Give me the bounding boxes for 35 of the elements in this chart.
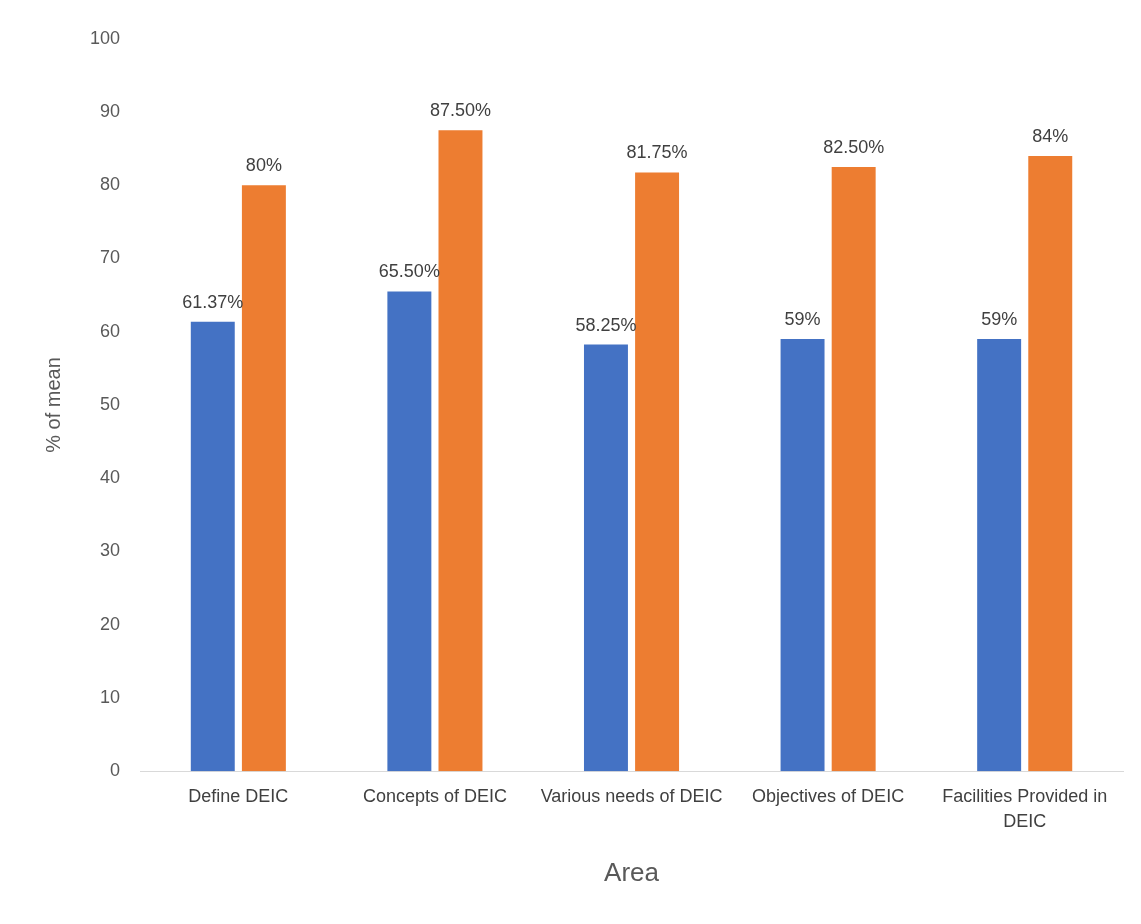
- y-tick-label: 10: [100, 686, 121, 707]
- bar: [387, 291, 432, 772]
- x-tick-label: Define DEIC: [188, 786, 289, 807]
- bar: [977, 339, 1022, 772]
- x-tick-label: Various needs of DEIC: [540, 786, 723, 807]
- data-label: 59%: [981, 309, 1018, 330]
- bar: [190, 321, 235, 772]
- y-tick-label: 20: [100, 613, 121, 634]
- data-label: 81.75%: [626, 142, 688, 163]
- data-label: 59%: [784, 309, 821, 330]
- bar: [241, 185, 286, 772]
- y-tick-label: 60: [100, 320, 121, 341]
- bar: [635, 172, 680, 772]
- bar: [1028, 155, 1073, 772]
- data-label: 82.50%: [823, 136, 885, 157]
- y-tick-label: 90: [100, 101, 121, 122]
- y-tick-label: 0: [110, 760, 121, 781]
- x-axis-title: Area: [604, 856, 660, 887]
- y-tick-label: 30: [100, 540, 121, 561]
- bar: [438, 130, 483, 772]
- y-tick-label: 80: [100, 174, 121, 195]
- data-label: 80%: [245, 155, 282, 176]
- y-tick-label: 70: [100, 247, 121, 268]
- bar: [583, 344, 628, 772]
- y-tick-label: 40: [100, 467, 121, 488]
- data-label: 87.50%: [429, 100, 492, 121]
- bar: [780, 339, 825, 772]
- bar: [831, 166, 876, 772]
- x-tick-label: Facilities Provided in DEIC: [942, 786, 1108, 831]
- y-tick-label: 100: [89, 27, 121, 48]
- x-tick-label: Objectives of DEIC: [752, 786, 905, 807]
- y-axis-title: % of mean: [41, 357, 64, 453]
- data-label: 84%: [1032, 125, 1069, 146]
- y-tick-label: 50: [100, 393, 121, 414]
- x-tick-label: Concepts of DEIC: [362, 786, 507, 807]
